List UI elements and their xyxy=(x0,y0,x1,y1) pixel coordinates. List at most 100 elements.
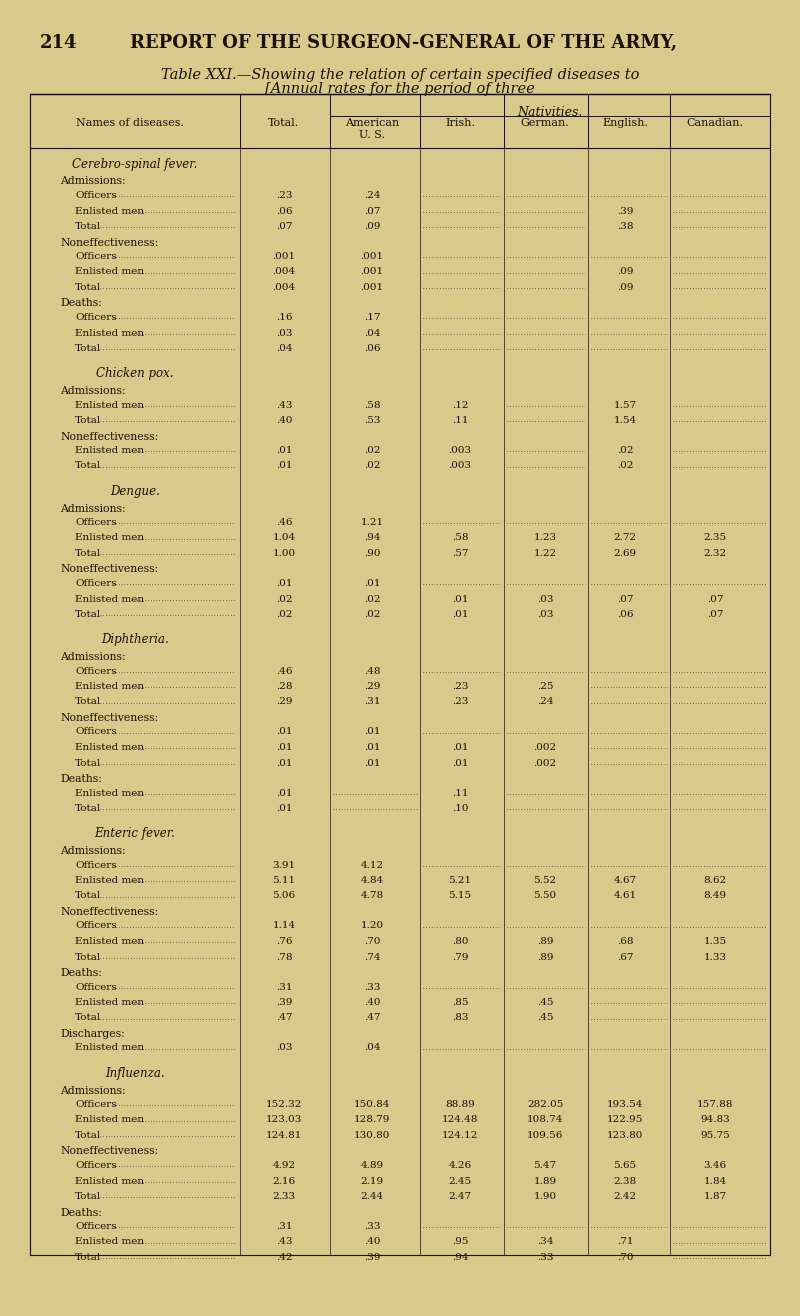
Text: Enlisted men: Enlisted men xyxy=(75,998,144,1007)
Text: 109.56: 109.56 xyxy=(527,1130,563,1140)
Text: .07: .07 xyxy=(617,595,634,604)
Text: .29: .29 xyxy=(364,682,380,691)
Text: .001: .001 xyxy=(361,251,383,261)
Text: 1.57: 1.57 xyxy=(614,400,637,409)
Text: Enlisted men: Enlisted men xyxy=(75,1116,144,1124)
Text: .01: .01 xyxy=(276,579,292,588)
Text: Officers: Officers xyxy=(75,983,117,991)
Text: .71: .71 xyxy=(617,1237,634,1246)
Text: .06: .06 xyxy=(276,207,292,216)
Text: Admissions:: Admissions: xyxy=(60,176,126,187)
Text: Noneffectiveness:: Noneffectiveness: xyxy=(60,565,158,575)
Text: 5.50: 5.50 xyxy=(534,891,557,900)
Text: .02: .02 xyxy=(276,595,292,604)
Text: 123.03: 123.03 xyxy=(266,1116,302,1124)
Text: 5.11: 5.11 xyxy=(273,876,295,884)
Text: .58: .58 xyxy=(452,533,468,542)
Text: Total: Total xyxy=(75,697,102,707)
Text: .23: .23 xyxy=(452,682,468,691)
Text: Total: Total xyxy=(75,611,102,619)
Text: .01: .01 xyxy=(452,595,468,604)
Text: Enlisted men: Enlisted men xyxy=(75,876,144,884)
Text: 2.16: 2.16 xyxy=(273,1177,295,1186)
Text: .06: .06 xyxy=(364,343,380,353)
Text: 193.54: 193.54 xyxy=(607,1100,643,1109)
Text: .57: .57 xyxy=(452,549,468,558)
Text: .12: .12 xyxy=(452,400,468,409)
Text: Enlisted men: Enlisted men xyxy=(75,595,144,604)
Text: Total: Total xyxy=(75,1013,102,1023)
Text: 4.26: 4.26 xyxy=(449,1161,471,1170)
Text: .31: .31 xyxy=(276,1223,292,1230)
Text: .40: .40 xyxy=(364,1237,380,1246)
Text: .09: .09 xyxy=(617,267,634,276)
Text: 2.44: 2.44 xyxy=(361,1192,383,1202)
Text: .003: .003 xyxy=(449,462,471,471)
Text: Enlisted men: Enlisted men xyxy=(75,207,144,216)
Text: .78: .78 xyxy=(276,953,292,962)
Text: Canadian.: Canadian. xyxy=(686,118,743,128)
Text: Enlisted men: Enlisted men xyxy=(75,937,144,946)
Text: Officers: Officers xyxy=(75,1223,117,1230)
Text: .70: .70 xyxy=(617,1253,634,1262)
Text: Total: Total xyxy=(75,222,102,232)
Text: 123.80: 123.80 xyxy=(607,1130,643,1140)
Text: .03: .03 xyxy=(537,611,554,619)
Text: .01: .01 xyxy=(276,728,292,737)
Text: .01: .01 xyxy=(452,744,468,751)
Text: .11: .11 xyxy=(452,788,468,797)
Text: Admissions:: Admissions: xyxy=(60,1086,126,1095)
Text: Dengue.: Dengue. xyxy=(110,486,160,497)
Text: Noneffectiveness:: Noneffectiveness: xyxy=(60,432,158,441)
Text: 108.74: 108.74 xyxy=(527,1116,563,1124)
Text: .45: .45 xyxy=(537,998,554,1007)
Text: 1.54: 1.54 xyxy=(614,416,637,425)
Text: .28: .28 xyxy=(276,682,292,691)
Text: 1.00: 1.00 xyxy=(273,549,295,558)
Text: Enlisted men: Enlisted men xyxy=(75,744,144,751)
Text: .003: .003 xyxy=(449,446,471,455)
Text: .34: .34 xyxy=(537,1237,554,1246)
Text: .02: .02 xyxy=(617,462,634,471)
Text: Influenza.: Influenza. xyxy=(105,1067,165,1080)
Text: .67: .67 xyxy=(617,953,634,962)
Text: 8.62: 8.62 xyxy=(703,876,726,884)
Text: 1.84: 1.84 xyxy=(703,1177,726,1186)
Text: .24: .24 xyxy=(537,697,554,707)
Text: 124.81: 124.81 xyxy=(266,1130,302,1140)
Text: 157.88: 157.88 xyxy=(697,1100,733,1109)
Text: .43: .43 xyxy=(276,1237,292,1246)
Text: 88.89: 88.89 xyxy=(445,1100,475,1109)
Text: 1.14: 1.14 xyxy=(273,921,295,930)
Text: 1.22: 1.22 xyxy=(534,549,557,558)
Text: 1.33: 1.33 xyxy=(703,953,726,962)
Text: .02: .02 xyxy=(364,446,380,455)
Text: Noneffectiveness:: Noneffectiveness: xyxy=(60,713,158,722)
Text: Enlisted men: Enlisted men xyxy=(75,788,144,797)
Text: Enlisted men: Enlisted men xyxy=(75,1237,144,1246)
Text: .39: .39 xyxy=(276,998,292,1007)
Text: 4.84: 4.84 xyxy=(361,876,383,884)
Text: Total: Total xyxy=(75,549,102,558)
Text: Officers: Officers xyxy=(75,251,117,261)
Text: .90: .90 xyxy=(364,549,380,558)
Text: Enlisted men: Enlisted men xyxy=(75,446,144,455)
Text: 130.80: 130.80 xyxy=(354,1130,390,1140)
Text: .001: .001 xyxy=(273,251,295,261)
Text: 2.32: 2.32 xyxy=(703,549,726,558)
Text: Total: Total xyxy=(75,416,102,425)
Text: 5.65: 5.65 xyxy=(614,1161,637,1170)
Text: Diphtheria.: Diphtheria. xyxy=(101,633,169,646)
Text: .40: .40 xyxy=(276,416,292,425)
Text: .83: .83 xyxy=(452,1013,468,1023)
Text: Officers: Officers xyxy=(75,921,117,930)
Text: 1.35: 1.35 xyxy=(703,937,726,946)
Text: .01: .01 xyxy=(276,744,292,751)
Text: 5.06: 5.06 xyxy=(273,891,295,900)
Text: .001: .001 xyxy=(361,283,383,292)
Text: .33: .33 xyxy=(364,1223,380,1230)
Text: Total.: Total. xyxy=(268,118,300,128)
Text: .95: .95 xyxy=(452,1237,468,1246)
Text: [Annual rates for the period of three: [Annual rates for the period of three xyxy=(265,82,535,96)
Text: Enteric fever.: Enteric fever. xyxy=(94,828,175,841)
